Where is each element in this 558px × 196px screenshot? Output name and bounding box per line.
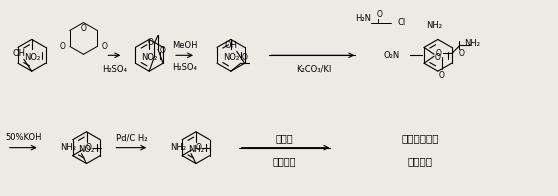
Text: O: O [376, 10, 382, 19]
Text: NH₂: NH₂ [464, 39, 480, 48]
Text: 50%KOH: 50%KOH [6, 133, 42, 142]
Text: Pd/C H₂: Pd/C H₂ [116, 133, 147, 142]
Text: O: O [435, 53, 441, 62]
Text: O₂N: O₂N [384, 51, 400, 60]
Text: O: O [102, 42, 107, 51]
Text: NH₂: NH₂ [426, 21, 442, 30]
Text: NH₂: NH₂ [170, 143, 186, 152]
Text: NH₂: NH₂ [61, 143, 76, 152]
Text: K₂CO₃/KI: K₂CO₃/KI [296, 65, 331, 74]
Text: H₂SO₄: H₂SO₄ [172, 63, 198, 72]
Text: O: O [80, 24, 86, 33]
Text: H₂N: H₂N [355, 14, 371, 23]
Text: 或重结晶: 或重结晶 [273, 157, 296, 167]
Text: NO₂: NO₂ [23, 53, 40, 62]
Text: O: O [436, 49, 442, 58]
Text: MeOH: MeOH [172, 41, 198, 50]
Text: O: O [147, 38, 153, 47]
Text: O: O [159, 46, 165, 55]
Text: O: O [60, 42, 66, 51]
Text: NO₂: NO₂ [78, 145, 95, 154]
Text: 或游离氨: 或游离氨 [407, 157, 432, 167]
Text: O: O [439, 71, 445, 80]
Text: H₂SO₄: H₂SO₄ [102, 65, 127, 74]
Text: NO₂: NO₂ [223, 53, 239, 62]
Text: OH: OH [224, 41, 237, 50]
Text: 酸沉淀: 酸沉淀 [276, 133, 294, 143]
Text: Cl: Cl [397, 18, 405, 27]
Text: NO₂: NO₂ [141, 53, 157, 62]
Text: O: O [459, 49, 465, 58]
Text: O: O [86, 143, 92, 152]
Text: O: O [195, 143, 201, 152]
Text: 得到期望的盐: 得到期望的盐 [401, 133, 439, 143]
Text: OH: OH [12, 49, 25, 58]
Text: NH₂: NH₂ [188, 145, 204, 154]
Text: O: O [242, 53, 248, 62]
